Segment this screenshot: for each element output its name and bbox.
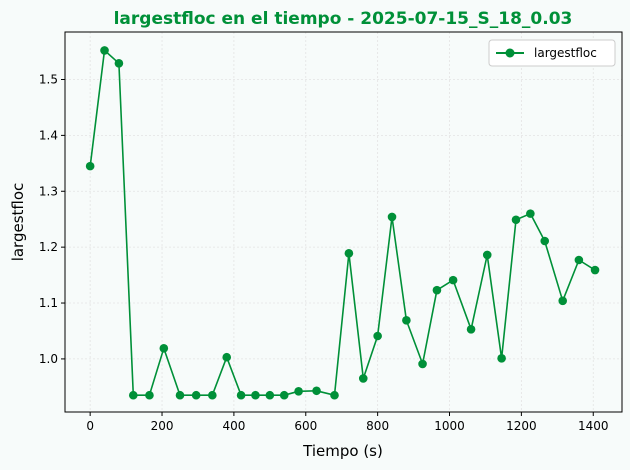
data-point <box>191 390 201 400</box>
legend: largestfloc <box>488 39 616 67</box>
data-point <box>373 331 382 341</box>
series-line <box>89 49 596 397</box>
data-point <box>330 390 339 400</box>
data-point <box>145 390 154 400</box>
y-tick-label: 1.2 <box>39 240 58 254</box>
x-tick-label: 0 <box>86 419 94 433</box>
data-point <box>558 296 568 306</box>
y-tick-label: 1.4 <box>39 128 58 142</box>
x-tick-label: 800 <box>366 419 389 433</box>
x-axis-label: Tiempo (s) <box>302 442 383 460</box>
data-point <box>511 215 521 225</box>
legend-box <box>488 39 616 67</box>
x-tick-label: 400 <box>222 419 245 433</box>
data-point <box>574 255 584 265</box>
data-point <box>312 386 321 396</box>
data-point <box>128 390 138 400</box>
data-point <box>175 390 185 400</box>
data-point <box>418 359 427 369</box>
plot-area-frame <box>64 31 623 413</box>
data-point <box>344 248 354 258</box>
data-point <box>236 390 246 400</box>
data-point <box>294 387 303 396</box>
y-tick-label: 1.3 <box>39 184 58 198</box>
data-point <box>466 324 476 334</box>
y-axis: 1.0 1.1 1.2 1.3 1.4 1.5 <box>39 73 65 366</box>
data-point <box>279 390 289 400</box>
legend-marker-swatch <box>505 48 515 58</box>
data-point <box>387 212 397 222</box>
x-axis: 0 200 400 600 800 1000 1200 1400 <box>86 412 609 433</box>
data-point <box>222 352 232 362</box>
data-point <box>159 343 169 353</box>
chart-title: largestfloc en el tiempo - 2025-07-15_S_… <box>114 9 573 29</box>
x-tick-label: 1000 <box>434 419 465 433</box>
data-point <box>358 374 368 383</box>
data-point <box>85 161 95 171</box>
series-group <box>85 46 600 400</box>
grid <box>65 32 622 412</box>
data-point <box>402 316 411 325</box>
data-point <box>432 285 442 295</box>
data-point <box>265 390 275 400</box>
data-point <box>526 209 535 218</box>
x-tick-label: 1200 <box>506 419 537 433</box>
x-tick-label: 600 <box>294 419 317 433</box>
data-point <box>251 390 260 400</box>
y-tick-label: 1.5 <box>39 73 58 87</box>
data-point <box>208 390 217 400</box>
legend-label: largestfloc <box>534 46 597 60</box>
data-point <box>497 354 506 363</box>
y-tick-label: 1.0 <box>39 352 58 366</box>
data-point <box>590 265 600 275</box>
data-point <box>482 250 492 260</box>
data-point <box>448 275 458 285</box>
y-axis-label: largestfloc <box>9 183 27 262</box>
y-tick-label: 1.1 <box>39 296 58 310</box>
x-tick-label: 200 <box>151 419 174 433</box>
data-point <box>100 46 109 55</box>
x-tick-label: 1400 <box>578 419 609 433</box>
data-point <box>114 58 124 68</box>
data-point <box>540 236 550 246</box>
